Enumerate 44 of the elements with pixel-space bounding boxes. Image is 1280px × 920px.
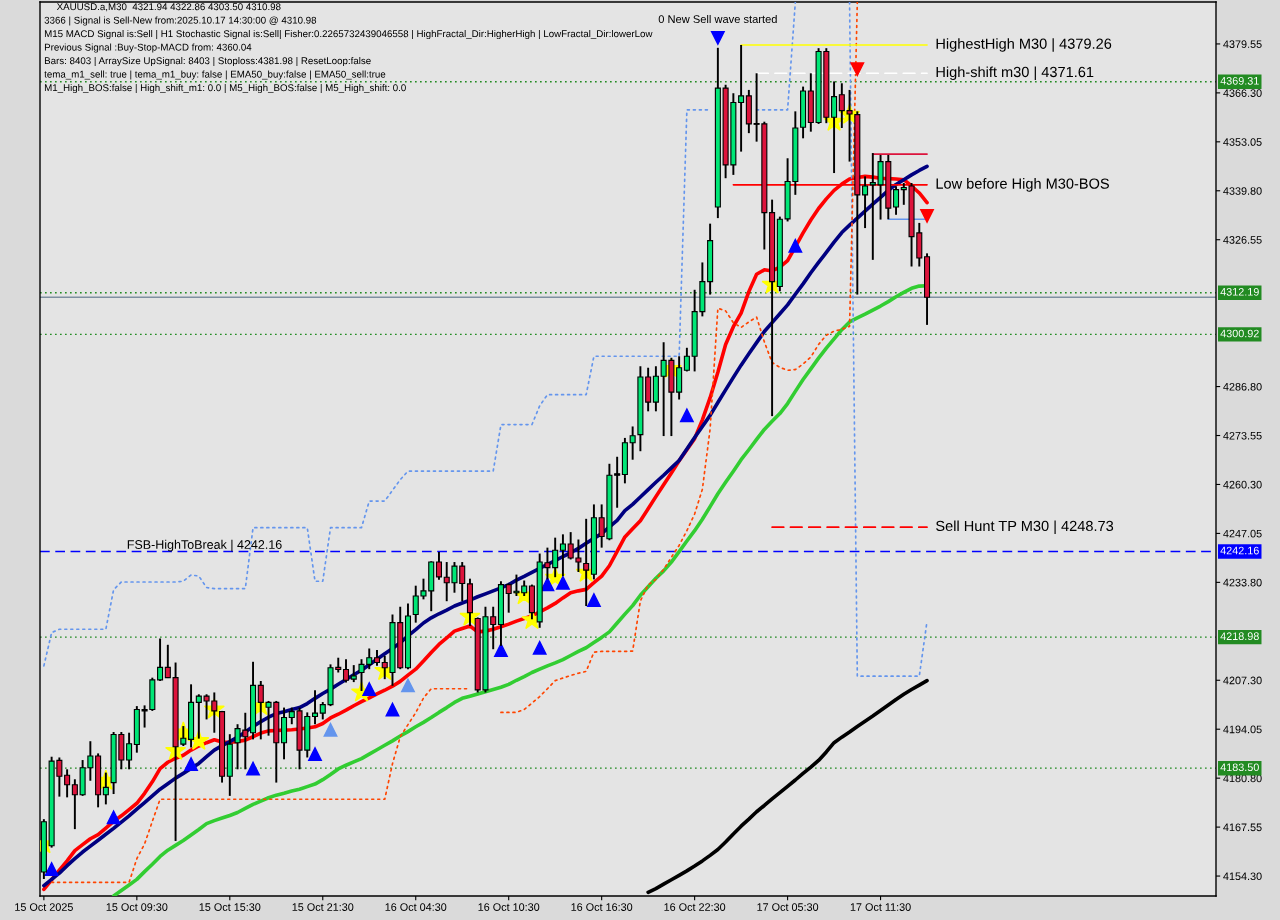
annotation: M1_High_BOS:false | High_shift_m1: 0.0 | M5_High_BOS:false | M5_High_shift: 0.0 — [44, 84, 406, 94]
ref-line-label: 4242.16 — [1220, 546, 1259, 555]
x-tick-label: 16 Oct 16:30 — [571, 903, 633, 911]
series-label: High-shift m30 | 4371.61 — [936, 66, 1094, 81]
series-label: HighestHigh M30 | 4379.26 — [936, 38, 1112, 52]
y-tick-label: 4194.05 — [1223, 725, 1262, 734]
y-tick-label: 4353.05 — [1223, 138, 1262, 146]
annotation: FSB-HighToBreak | 4242.16 — [127, 539, 282, 552]
x-tick-label: 15 Oct 15:30 — [199, 903, 261, 911]
annotation: tema_m1_sell: true | tema_m1_buy: false | EMA50_buy:false | EMA50_sell:true — [44, 70, 386, 80]
y-tick-label: 4339.80 — [1223, 187, 1262, 195]
y-tick-label: 4247.05 — [1223, 529, 1262, 538]
y-tick-label: 4366.30 — [1223, 89, 1262, 97]
x-tick-label: 16 Oct 10:30 — [478, 903, 540, 911]
x-tick-label: 15 Oct 2025 — [15, 903, 73, 911]
y-tick-label: 4273.55 — [1223, 431, 1262, 440]
ref-line-label: 4183.50 — [1220, 763, 1259, 772]
y-tick-label: 4260.30 — [1223, 480, 1262, 489]
annotation: Previous Signal :Buy-Stop-MACD from: 4360.04 — [44, 43, 252, 53]
y-tick-label: 4167.55 — [1223, 823, 1262, 832]
annotation: XAUUSD.a,M30 4321.94 4322.86 4303.50 4310.98 — [56, 3, 281, 12]
x-tick-label: 17 Oct 11:30 — [850, 903, 911, 911]
x-tick-label: 17 Oct 05:30 — [757, 903, 819, 911]
ref-line-label: 4369.31 — [1220, 76, 1259, 85]
y-tick-label: 4207.30 — [1223, 676, 1262, 685]
x-tick-label: 15 Oct 09:30 — [106, 903, 168, 911]
y-tick-label: 4379.55 — [1223, 40, 1262, 48]
x-tick-label: 16 Oct 04:30 — [385, 903, 447, 911]
y-tick-label: 4233.80 — [1223, 578, 1262, 587]
y-tick-label: 4286.80 — [1223, 382, 1262, 391]
ref-line-label: 4218.98 — [1220, 632, 1259, 641]
y-tick-label: 4180.80 — [1223, 774, 1262, 783]
y-tick-label: 4326.55 — [1223, 236, 1262, 244]
series-label: Low before High M30-BOS — [936, 178, 1109, 192]
y-tick-label: 4154.30 — [1223, 872, 1262, 881]
annotation: Bars: 8403 | ArraySize UpSignal: 8403 | Stoploss:4381.98 | ResetLoop:false — [44, 57, 371, 67]
annotation: 3366 | Signal is Sell-New from:2025.10.17 14:30:00 @ 4310.98 — [44, 16, 317, 26]
x-tick-label: 15 Oct 21:30 — [292, 903, 354, 911]
ref-line-label: 4300.92 — [1220, 329, 1259, 338]
annotation: 0 New Sell wave started — [658, 14, 777, 24]
ref-line-label: 4312.19 — [1220, 288, 1259, 296]
annotation: M15 MACD Signal is:Sell | H1 Stochastic Signal is:Sell| Fisher:0.2265732439046558 | HighFractal_Dir:HigherHigh | LowFractal_Dir:lowerLow — [44, 30, 653, 40]
x-tick-label: 16 Oct 22:30 — [664, 903, 726, 911]
series-label: Sell Hunt TP M30 | 4248.73 — [936, 520, 1114, 535]
